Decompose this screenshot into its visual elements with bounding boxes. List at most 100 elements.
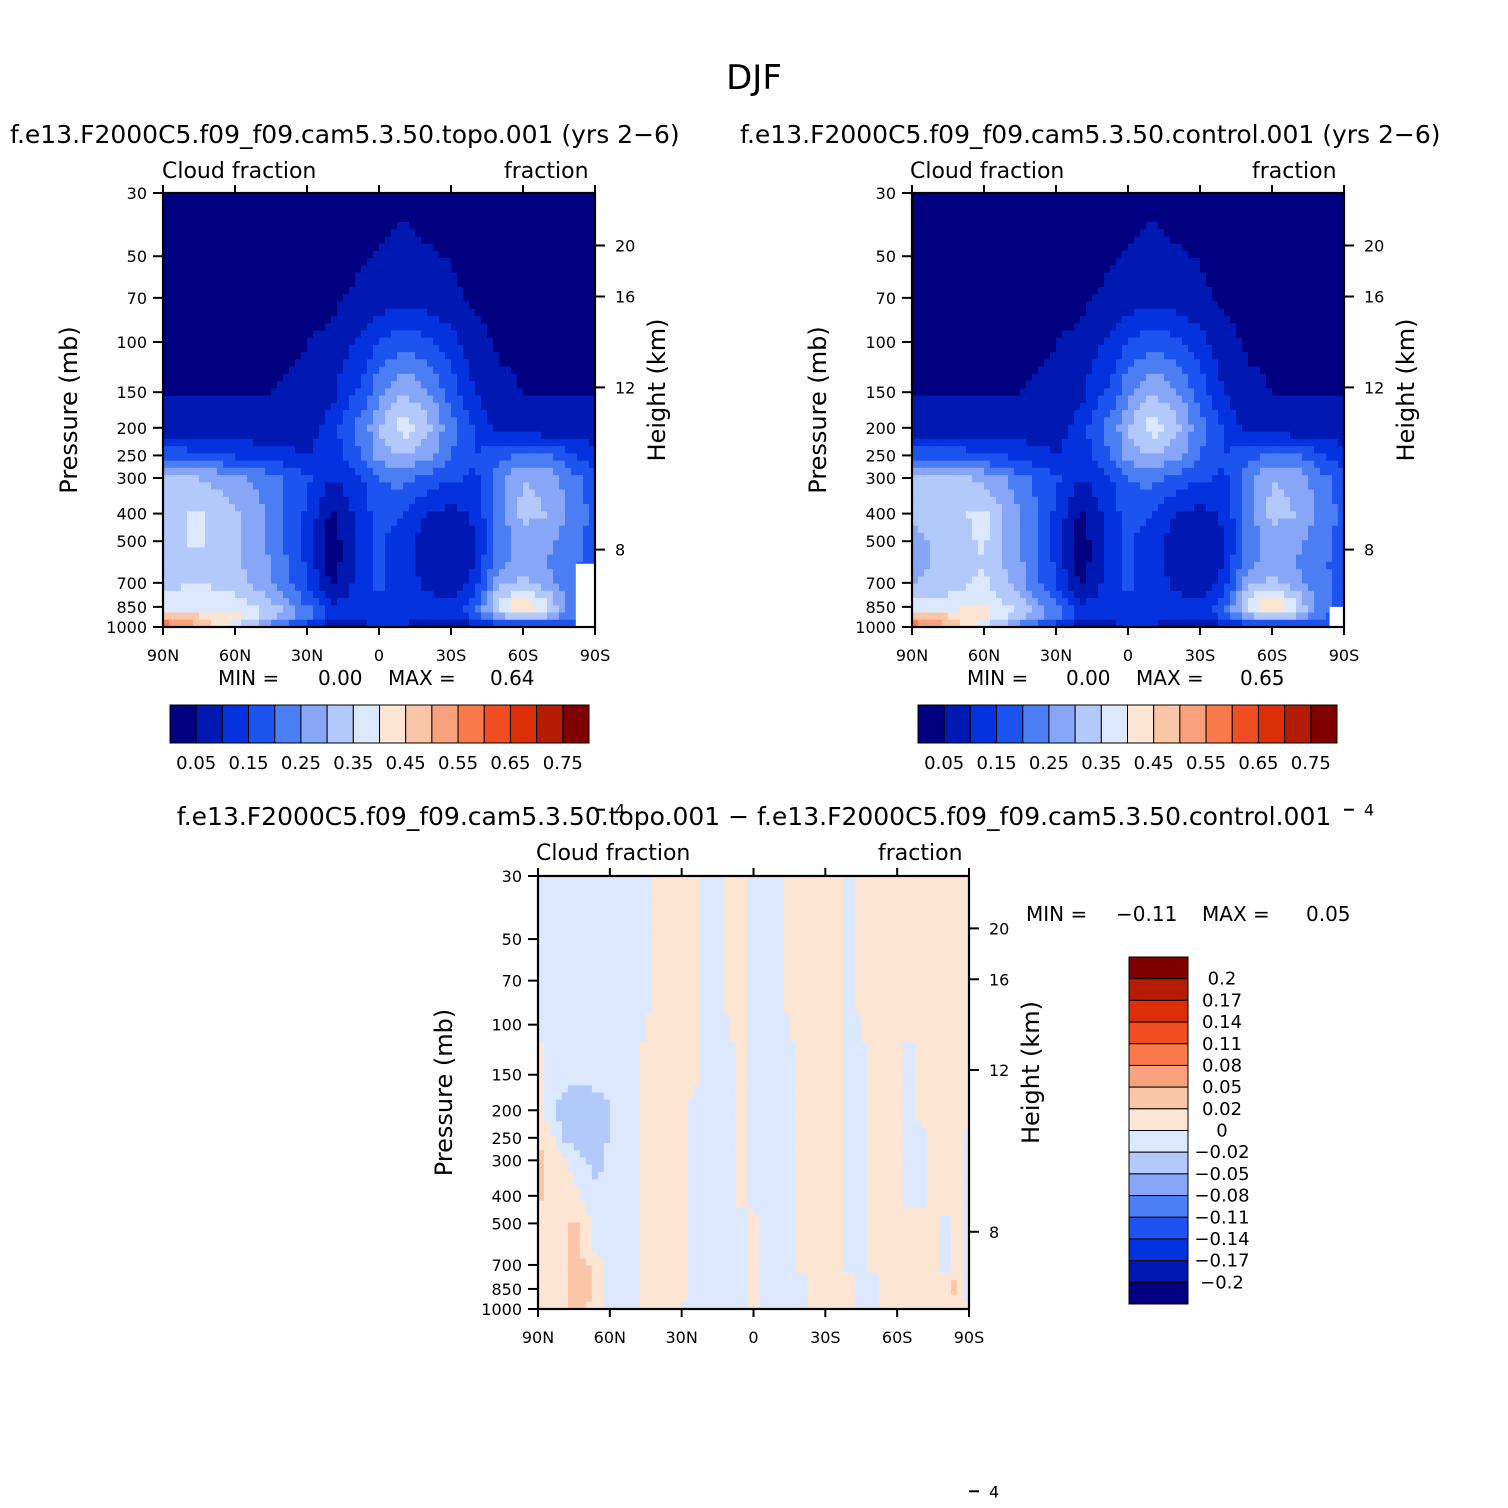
colorbar-box: [1128, 978, 1189, 1001]
x-tick-label: 30N: [1040, 646, 1072, 665]
panel-diff-min-value: −0.11: [1116, 902, 1178, 926]
y-axis-title: Pressure (mb): [804, 326, 832, 493]
colorbar-box: [274, 704, 302, 744]
colorbar-label: −0.2: [1200, 1272, 1244, 1293]
colorbar-label: −0.17: [1194, 1251, 1249, 1272]
colorbar-label: 0.15: [977, 753, 1017, 774]
colorbar-label: −0.02: [1194, 1142, 1249, 1163]
colorbar-box: [1128, 1238, 1189, 1262]
panel-topo-right-label: fraction: [504, 159, 589, 184]
colorbar-label: 0.05: [176, 753, 216, 774]
y-tick-label: 400: [865, 505, 896, 524]
y-right-tick-label: 20: [615, 237, 635, 256]
y-tick-label: 400: [116, 505, 147, 524]
y-tick-label: 850: [865, 598, 896, 617]
heatmap-field: [912, 193, 1345, 628]
panel-diff-max-label: MAX =: [1202, 902, 1270, 926]
colorbar-label: 0.08: [1202, 1055, 1242, 1076]
y-tick-label: 250: [491, 1129, 522, 1148]
colorbar-box: [1128, 1260, 1189, 1283]
y-axis-title: Pressure (mb): [55, 326, 83, 493]
colorbar-label: 0.14: [1202, 1012, 1242, 1033]
panel-diff-left-label: Cloud fraction: [536, 841, 691, 866]
colorbar-box: [248, 704, 276, 744]
colorbar-label: 0.45: [386, 753, 426, 774]
x-tick-label: 90S: [1329, 646, 1360, 665]
y-tick-label: 400: [491, 1187, 522, 1206]
colorbar-box: [483, 704, 511, 744]
x-tick-label: 0: [374, 646, 384, 665]
colorbar-box: [509, 704, 538, 744]
y-tick-label: 50: [502, 930, 522, 949]
colorbar-box: [431, 704, 459, 744]
y-right-axis-title: Height (km): [643, 319, 671, 462]
x-tick-label: 30N: [666, 1328, 698, 1347]
y-tick-label: 300: [491, 1151, 522, 1170]
y-tick-label: 200: [491, 1101, 522, 1120]
y-tick-label: 700: [116, 574, 147, 593]
y-tick-label: 70: [127, 289, 147, 308]
colorbar-box: [996, 704, 1024, 744]
colorbar-box: [1257, 704, 1286, 744]
y-tick-label: 150: [116, 383, 147, 402]
colorbar-box: [917, 704, 945, 744]
y-right-tick-label: 16: [1364, 288, 1384, 307]
y-axis-title: Pressure (mb): [430, 1009, 458, 1176]
panel-diff-right-label: fraction: [878, 841, 963, 866]
y-right-tick-label: 12: [989, 1061, 1009, 1080]
colorbar-label: 0.2: [1208, 969, 1237, 990]
colorbar-box: [457, 704, 485, 744]
y-right-tick-label: 8: [989, 1223, 999, 1242]
y-right-tick-label: 4: [1364, 801, 1374, 820]
colorbar-box: [1128, 1195, 1189, 1218]
x-tick-label: 30S: [810, 1328, 841, 1347]
x-tick-label: 60S: [1257, 646, 1288, 665]
y-right-tick-label: 20: [1364, 237, 1384, 256]
y-right-tick-label: 12: [1364, 378, 1384, 397]
y-tick-label: 700: [865, 574, 896, 593]
y-tick-label: 850: [116, 598, 147, 617]
colorbar-box: [1128, 1108, 1189, 1131]
x-tick-label: 0: [1123, 646, 1133, 665]
y-right-tick-label: 16: [615, 288, 635, 307]
panel-control-right-label: fraction: [1252, 159, 1337, 184]
colorbar-label: 0.17: [1202, 990, 1242, 1011]
y-right-tick-label: 4: [989, 1482, 999, 1501]
x-tick-label: 90N: [522, 1328, 554, 1347]
colorbar-box: [326, 704, 354, 744]
y-tick-label: 300: [865, 469, 896, 488]
colorbar-box: [1100, 704, 1128, 744]
colorbar-label: 0.35: [1081, 753, 1121, 774]
panel-diff-max-value: 0.05: [1306, 902, 1351, 926]
x-tick-label: 30S: [436, 646, 467, 665]
colorbar-box: [1128, 1173, 1189, 1197]
y-tick-label: 200: [865, 419, 896, 438]
y-tick-label: 70: [502, 972, 522, 991]
heatmap-field: [538, 876, 970, 1310]
y-right-axis-title: Height (km): [1017, 1001, 1045, 1144]
panel-topo-title: f.e13.F2000C5.f09_f09.cam5.3.50.topo.001…: [10, 120, 680, 149]
missing-data-region: [575, 563, 595, 628]
colorbar-box: [1074, 704, 1102, 744]
colorbar-label: 0.02: [1202, 1099, 1242, 1120]
y-tick-label: 150: [865, 383, 896, 402]
colorbar-label: 0.05: [924, 753, 964, 774]
colorbar-label: 0: [1216, 1121, 1227, 1142]
x-tick-label: 60N: [594, 1328, 626, 1347]
y-right-tick-label: 20: [989, 919, 1009, 938]
panel-control-left-label: Cloud fraction: [910, 159, 1065, 184]
colorbar-box: [1128, 1043, 1189, 1066]
panel-topo-max-label: MAX =: [388, 666, 456, 690]
colorbar-box: [969, 704, 998, 744]
colorbar-box: [536, 704, 564, 744]
y-tick-label: 500: [116, 532, 147, 551]
colorbar-label: 0.35: [333, 753, 373, 774]
colorbar-box: [221, 704, 250, 744]
y-tick-label: 30: [127, 184, 147, 203]
y-tick-label: 500: [865, 532, 896, 551]
y-tick-label: 30: [876, 184, 896, 203]
colorbar-label: 0.65: [490, 753, 530, 774]
colorbar-box: [943, 704, 971, 744]
colorbar-box: [1128, 1281, 1189, 1305]
